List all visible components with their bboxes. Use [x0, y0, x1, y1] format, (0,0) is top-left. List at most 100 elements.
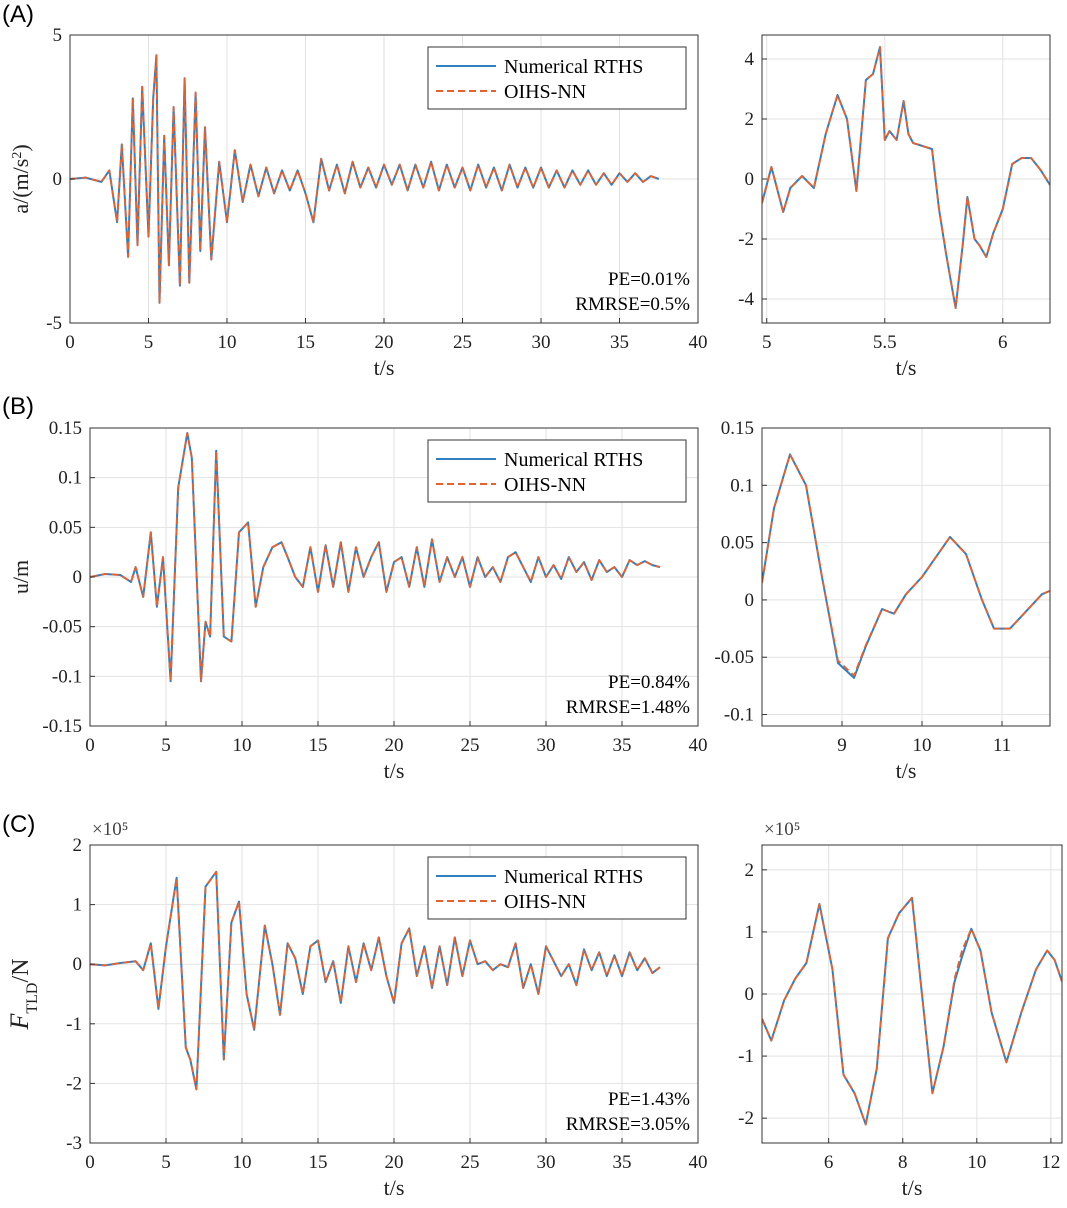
chart-c-main: 0 5 10 15 20 25 30 35 40 -3 -2 -1 0 1 2 t/s FTLD/N ×10⁵ (C… — [2, 811, 708, 1200]
y-tick-label: 0.15 — [721, 418, 754, 439]
y-tick-label: 0 — [745, 590, 755, 611]
x-tick-label: 10 — [233, 1152, 252, 1173]
legend: Numerical RTHS OIHS-NN — [427, 439, 687, 503]
y-tick-label: -2 — [66, 1073, 82, 1094]
y-tick-label: -0.15 — [42, 716, 82, 737]
y-tick-label: 2 — [73, 835, 83, 856]
legend-box — [427, 46, 687, 110]
x-tick-label: 30 — [537, 1152, 556, 1173]
x-tick-label: 30 — [537, 735, 556, 756]
y-tick-label: 0.1 — [58, 468, 82, 489]
x-tick-label: 5 — [161, 735, 171, 756]
x-tick-label: 35 — [613, 735, 632, 756]
y-tick-label: -1 — [738, 1046, 754, 1067]
x-tick-label: 5 — [762, 332, 772, 353]
series-oihs-nn — [762, 46, 1050, 309]
series-oihs-nn — [90, 870, 661, 1091]
y-axis-label: u/m — [8, 560, 33, 594]
y-tick-label: -5 — [46, 313, 62, 334]
x-tick-label: 10 — [967, 1152, 986, 1173]
series-numerical-rths — [762, 46, 1050, 309]
x-tick-label: 5 — [161, 1152, 171, 1173]
y-axis-label: FTLD/N — [5, 959, 41, 1031]
y-tick-label: -2 — [738, 229, 754, 250]
x-tick-label: 10 — [233, 735, 252, 756]
legend-label: Numerical RTHS — [504, 449, 643, 471]
series-numerical-rths — [762, 453, 1050, 679]
legend-label: OIHS-NN — [504, 474, 586, 496]
y-tick-label: -4 — [738, 289, 754, 310]
x-tick-label: 10 — [913, 735, 932, 756]
y-tick-label: 4 — [745, 49, 755, 70]
panel-label: (C) — [2, 811, 35, 838]
x-axis-label: t/s — [902, 1175, 923, 1200]
x-tick-label: 11 — [993, 735, 1011, 756]
x-tick-label: 25 — [453, 332, 472, 353]
x-axis-label: t/s — [896, 355, 917, 380]
x-tick-label: 5.5 — [873, 332, 897, 353]
x-tick-label: 20 — [385, 1152, 404, 1173]
y-tick-label: 1 — [73, 895, 83, 916]
x-tick-label: 8 — [898, 1152, 908, 1173]
series-oihs-nn — [762, 453, 1050, 677]
y-tick-label: -0.05 — [714, 647, 754, 668]
rmrse-annotation: RMRSE=1.48% — [566, 697, 690, 718]
x-tick-label: 15 — [309, 735, 328, 756]
chart-a-zoom: 5 5.5 6 -4 -2 0 2 4 t/s — [738, 34, 1051, 380]
panel-label: (B) — [2, 393, 34, 420]
legend-label: OIHS-NN — [504, 81, 586, 103]
axis-multiplier: ×10⁵ — [764, 819, 800, 840]
y-tick-label: -0.05 — [42, 617, 82, 638]
y-tick-label: 0 — [745, 984, 755, 1005]
x-tick-label: 15 — [309, 1152, 328, 1173]
y-tick-label: -0.1 — [724, 705, 754, 726]
x-tick-label: 5 — [144, 332, 154, 353]
x-tick-label: 9 — [837, 735, 847, 756]
x-tick-label: 40 — [689, 1152, 708, 1173]
chart-b-main: 0 5 10 15 20 25 30 35 40 -0.15 -0.1 -0.05 0 0.05 0.1 0.… — [2, 393, 708, 783]
x-tick-label: 20 — [385, 735, 404, 756]
x-tick-label: 6 — [998, 332, 1008, 353]
y-tick-label: 0 — [73, 954, 83, 975]
x-tick-label: 0 — [85, 735, 95, 756]
x-tick-label: 0 — [85, 1152, 95, 1173]
legend-label: Numerical RTHS — [504, 866, 643, 888]
pe-annotation: PE=1.43% — [608, 1089, 690, 1110]
y-tick-label: 0 — [73, 567, 83, 588]
y-tick-label: 0.05 — [49, 517, 82, 538]
y-tick-label: -3 — [66, 1133, 82, 1154]
y-axis-label: a/(m/s2) — [8, 144, 33, 213]
y-tick-label: 2 — [745, 109, 755, 130]
legend-box — [427, 856, 687, 920]
x-tick-label: 35 — [613, 1152, 632, 1173]
y-tick-label: 1 — [745, 922, 755, 943]
rmrse-annotation: RMRSE=3.05% — [566, 1114, 690, 1135]
legend-label: OIHS-NN — [504, 891, 586, 913]
y-tick-label: -1 — [66, 1014, 82, 1035]
x-tick-label: 25 — [461, 1152, 480, 1173]
x-tick-label: 6 — [824, 1152, 834, 1173]
y-tick-label: 5 — [53, 25, 63, 46]
y-tick-label: 2 — [745, 860, 755, 881]
series-oihs-nn — [90, 432, 661, 683]
y-tick-label: -2 — [738, 1108, 754, 1129]
y-tick-label: 0.15 — [49, 418, 82, 439]
x-tick-label: 0 — [65, 332, 75, 353]
legend: Numerical RTHS OIHS-NN — [427, 46, 687, 110]
x-axis-label: t/s — [374, 355, 395, 380]
rmrse-annotation: RMRSE=0.5% — [575, 294, 690, 315]
x-tick-label: 30 — [532, 332, 551, 353]
series-oihs-nn — [70, 54, 660, 304]
axis-multiplier: ×10⁵ — [92, 819, 128, 840]
y-tick-label: 0 — [53, 169, 63, 190]
plot-frame — [761, 427, 1051, 727]
chart-a-main: 0 5 10 15 20 25 30 35 40-505t/sa/(m/s2)(A)Numeri… — [2, 1, 708, 380]
y-tick-label: 0.1 — [730, 475, 754, 496]
legend-box — [427, 439, 687, 503]
chart-b-zoom: 9 10 11 -0.1 -0.05 0 0.05 0.1 0.15 t/s — [714, 418, 1051, 783]
y-tick-label: -0.1 — [52, 666, 82, 687]
x-tick-label: 20 — [375, 332, 394, 353]
pe-annotation: PE=0.01% — [608, 269, 690, 290]
